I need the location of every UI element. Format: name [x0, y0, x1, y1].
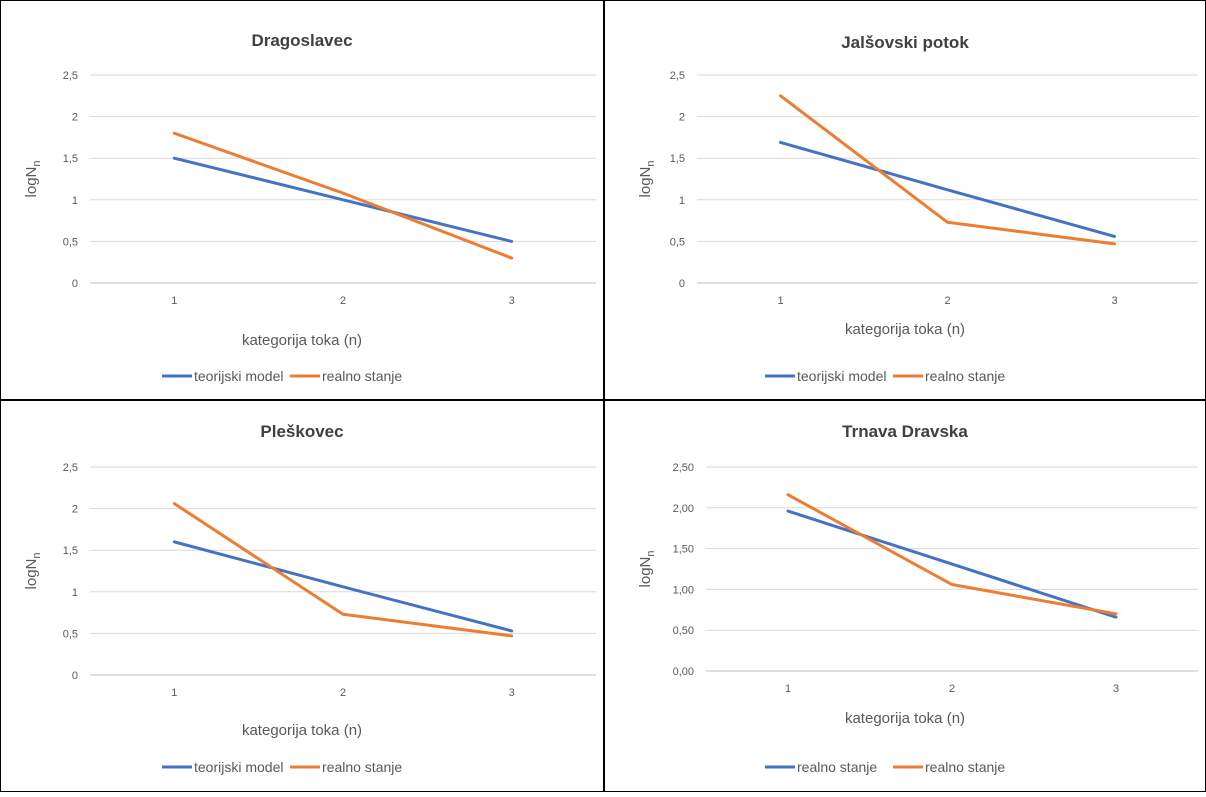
y-tick-label: 0,50 — [673, 625, 694, 637]
y-tick-label: 0,00 — [673, 666, 694, 678]
chart-title: Dragoslavec — [251, 31, 352, 50]
chart-panel-4: 0,00 0,50 1,00 1,50 2,00 2,50 1 2 3 Trnava Dravsk… — [604, 400, 1206, 792]
y-axis-label-subscript: n — [31, 553, 43, 559]
legend-label: teorijski model — [797, 368, 886, 384]
y-tick-label: 2,50 — [673, 462, 694, 474]
x-tick-label: 3 — [509, 295, 515, 307]
x-axis-label: kategorija toka (n) — [845, 710, 965, 727]
y-tick-label: 2,5 — [670, 70, 685, 82]
legend-label: realno stanje — [322, 368, 402, 384]
y-tick-label: 2,00 — [673, 503, 694, 515]
x-tick-label: 1 — [785, 683, 791, 695]
y-tick-label: 1,5 — [670, 153, 685, 165]
series-line-2 — [786, 493, 1118, 616]
x-axis-label: kategorija toka (n) — [242, 722, 362, 739]
y-axis-label-subscript: n — [645, 161, 657, 167]
y-tick-label: 0 — [72, 278, 78, 290]
y-axis-label-subscript: n — [31, 161, 43, 167]
series-line-2 — [172, 131, 514, 260]
y-tick-label: 1 — [679, 195, 685, 207]
chart-title: Pleškovec — [260, 422, 343, 441]
series-line-1 — [779, 140, 1116, 238]
chart-panel-1: 0 0,5 1 1,5 2 2,5 1 2 3 Dragoslavec kategorija tok… — [0, 0, 604, 400]
series-line-1 — [172, 156, 514, 243]
y-tick-label: 0 — [679, 278, 685, 290]
y-tick-label: 1,5 — [63, 153, 78, 165]
y-axis-label: logNn — [23, 161, 43, 198]
legend-label: realno stanje — [797, 759, 877, 775]
x-axis-label: kategorija toka (n) — [242, 332, 362, 349]
y-tick-label: 0,5 — [63, 628, 78, 640]
y-tick-label: 1,5 — [63, 545, 78, 557]
panel-border — [0, 0, 604, 400]
y-tick-label: 1 — [72, 587, 78, 599]
x-tick-label: 1 — [777, 295, 783, 307]
y-axis-label: logNn — [23, 553, 43, 590]
series-line-2 — [779, 94, 1116, 246]
legend-label: realno stanje — [925, 368, 1005, 384]
y-axis-label-main: logN — [637, 167, 654, 198]
x-tick-label: 3 — [1111, 295, 1117, 307]
y-axis-label-main: logN — [637, 557, 654, 588]
y-tick-label: 1 — [72, 195, 78, 207]
y-tick-label: 2,5 — [63, 462, 78, 474]
y-axis-label: logNn — [637, 161, 657, 198]
y-axis-label: logNn — [637, 551, 657, 588]
y-tick-label: 2,5 — [63, 70, 78, 82]
y-axis-label-main: logN — [23, 167, 40, 198]
y-tick-label: 1,00 — [673, 584, 694, 596]
chart-panel-3: 0 0,5 1 1,5 2 2,5 1 2 3 Pleškovec kategorija toka … — [0, 400, 604, 792]
x-tick-label: 2 — [340, 687, 346, 699]
y-tick-label: 2 — [72, 504, 78, 516]
y-tick-label: 2 — [679, 112, 685, 124]
y-tick-label: 0,5 — [670, 236, 685, 248]
legend-label: realno stanje — [322, 759, 402, 775]
chart-title: Trnava Dravska — [842, 422, 968, 441]
x-tick-label: 3 — [509, 687, 515, 699]
y-tick-label: 0,5 — [63, 236, 78, 248]
x-tick-label: 1 — [171, 687, 177, 699]
chart-panel-2: 0 0,5 1 1,5 2 2,5 1 2 3 Jalšovski potok kategorija… — [604, 0, 1206, 400]
x-tick-label: 2 — [949, 683, 955, 695]
legend-label: teorijski model — [194, 759, 283, 775]
series-line-1 — [172, 540, 514, 633]
series-line-1 — [786, 509, 1118, 619]
y-tick-label: 1,50 — [673, 544, 694, 556]
series-line-2 — [172, 502, 514, 638]
legend-label: teorijski model — [194, 368, 283, 384]
y-tick-label: 2 — [72, 112, 78, 124]
x-tick-label: 1 — [171, 295, 177, 307]
x-tick-label: 2 — [944, 295, 950, 307]
y-axis-label-main: logN — [23, 559, 40, 590]
y-axis-label-subscript: n — [645, 551, 657, 557]
panel-border — [604, 400, 1206, 792]
x-axis-label: kategorija toka (n) — [845, 321, 965, 338]
legend-label: realno stanje — [925, 759, 1005, 775]
chart-title: Jalšovski potok — [841, 33, 969, 52]
x-tick-label: 3 — [1113, 683, 1119, 695]
x-tick-label: 2 — [340, 295, 346, 307]
y-tick-label: 0 — [72, 670, 78, 682]
